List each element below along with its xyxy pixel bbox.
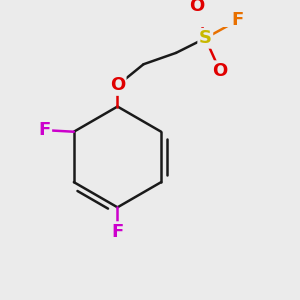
Text: F: F <box>111 223 124 241</box>
Text: O: O <box>212 62 227 80</box>
Text: F: F <box>232 11 244 29</box>
Text: O: O <box>110 76 125 94</box>
Text: O: O <box>190 0 205 15</box>
Text: F: F <box>38 121 51 139</box>
Text: S: S <box>199 29 212 47</box>
